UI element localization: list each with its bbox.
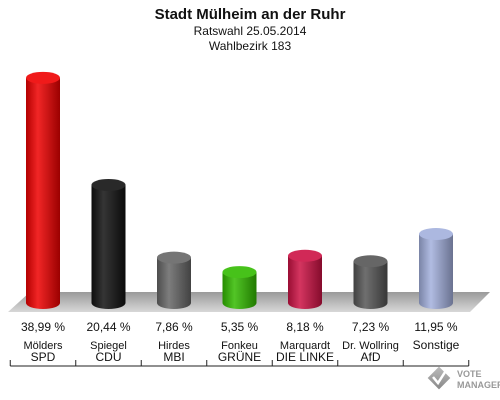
tick-label-candidate: Spiegel (90, 340, 127, 352)
bars-layer (26, 71, 453, 309)
tick-label-candidate: Fonkeu (221, 340, 258, 352)
value-label: 8,18 % (286, 320, 324, 334)
tick-label-party: GRÜNE (218, 350, 261, 364)
tick-label-party: Sonstige (413, 338, 460, 352)
tick-label-candidate: Mölders (23, 340, 63, 352)
tick-label-party: DIE LINKE (276, 350, 334, 364)
tick-label-party: MBI (163, 350, 184, 364)
chart-subtitle-line-1: Ratswahl 25.05.2014 (194, 24, 307, 38)
checkmark-logo-icon (427, 366, 451, 390)
bar-cdu (91, 178, 126, 309)
tick-label-candidate: Dr. Wollring (342, 340, 399, 352)
bar-grüne (222, 266, 257, 309)
tick-label-party: CDU (96, 350, 122, 364)
bar-die-linke (288, 249, 322, 309)
value-label: 38,99 % (21, 320, 65, 334)
tick-label-party: SPD (31, 350, 56, 364)
bar-sonstige (419, 227, 453, 309)
bar-spd (26, 71, 60, 309)
value-label: 11,95 % (414, 320, 457, 334)
value-label: 7,86 % (155, 320, 193, 334)
value-label: 5,35 % (221, 320, 259, 334)
value-labels-layer: 38,99 % 20,44 % 7,86 % 5,35 % 8,18 % 7,23 % 11… (21, 320, 458, 334)
vote-manager-logo: VOTE MANAGER (427, 366, 500, 390)
bar-mbi (157, 251, 191, 309)
chart-subtitle-line-2: Wahlbezirk 183 (209, 39, 292, 53)
value-label: 7,23 % (352, 320, 390, 334)
bar-afd (353, 255, 388, 309)
tick-label-party: AfD (360, 350, 380, 364)
svg-text:VOTE: VOTE (457, 369, 482, 379)
tick-label-candidate: Marquardt (280, 340, 330, 352)
value-label: 20,44 % (86, 320, 130, 334)
svg-text:MANAGER: MANAGER (457, 380, 500, 390)
tick-label-candidate: Hirdes (158, 340, 190, 352)
chart-title: Stadt Mülheim an der Ruhr (155, 6, 346, 23)
